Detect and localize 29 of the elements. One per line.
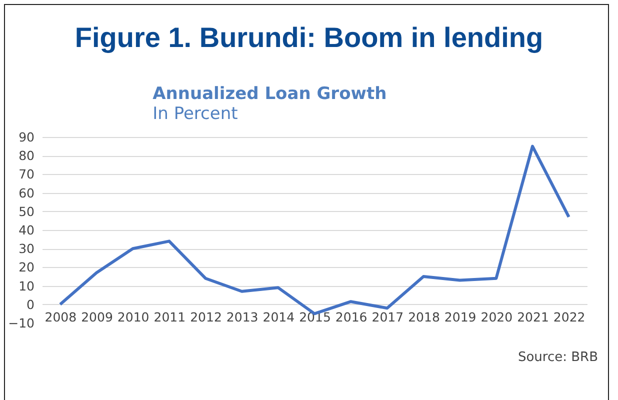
x-tick-label: 2022 <box>553 310 586 324</box>
y-tick-label: 50 <box>18 204 35 219</box>
y-tick-label: 80 <box>18 148 35 164</box>
x-tick-label: 2018 <box>408 310 440 324</box>
x-tick-label: 2012 <box>190 310 222 324</box>
x-tick-label: 2011 <box>154 310 186 324</box>
x-tick-label: 2020 <box>480 310 513 324</box>
y-tick-label: 40 <box>18 222 35 238</box>
x-tick-label: 2016 <box>335 310 368 324</box>
chart-title: Figure 1. Burundi: Boom in lending <box>74 22 544 54</box>
source-note: Source: BRB <box>518 350 598 365</box>
x-tick-label: 2009 <box>81 310 113 324</box>
x-tick-label: 2008 <box>44 310 77 324</box>
x-tick-label: 2019 <box>444 310 476 324</box>
x-tick-label: 2017 <box>372 310 404 324</box>
chart-subtitle: Annualized Loan Growth <box>152 84 387 104</box>
y-tick-label: 20 <box>18 260 35 275</box>
y-tick-label: 70 <box>18 166 35 182</box>
y-tick-label: 10 <box>18 278 35 294</box>
y-tick-label: −10 <box>8 316 35 330</box>
y-axis-title: In Percent <box>152 104 238 124</box>
x-tick-label: 2014 <box>262 310 295 324</box>
x-tick-label: 2021 <box>517 310 549 324</box>
y-tick-label: 30 <box>18 241 35 256</box>
x-tick-label: 2013 <box>226 310 258 324</box>
y-tick-label: 0 <box>26 296 35 312</box>
x-tick-label: 2010 <box>117 310 150 324</box>
y-tick-label: 60 <box>18 185 35 200</box>
y-tick-label: 90 <box>18 130 35 144</box>
